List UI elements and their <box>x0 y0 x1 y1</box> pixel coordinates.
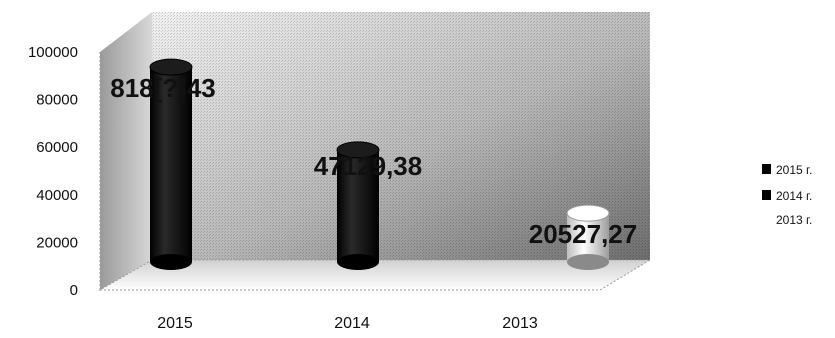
x-tick-label: 2015 <box>157 315 193 332</box>
bar-2013 <box>566 204 610 270</box>
bar-top <box>566 204 610 222</box>
bar-bottom <box>150 254 192 270</box>
x-tick-label: 2013 <box>502 315 538 332</box>
y-tick-label: 40000 <box>36 187 78 204</box>
y-tick-label: 60000 <box>36 139 78 156</box>
bar-top <box>149 58 193 76</box>
legend-item-2015: 2015 г. <box>762 163 812 177</box>
legend-label: 2015 г. <box>776 163 812 177</box>
legend-item-2014: 2014 г. <box>762 189 812 203</box>
data-label: 20527,27 <box>529 219 637 249</box>
legend-swatch <box>762 190 771 200</box>
legend-item-2013: 2013 г. <box>776 213 812 227</box>
x-tick-label: 2014 <box>334 315 370 332</box>
legend-label: 2014 г. <box>776 189 812 203</box>
bar-top <box>336 141 380 159</box>
bar-2015 <box>149 58 193 270</box>
legend: 2015 г. 2014 г. 2013 г. <box>762 163 812 227</box>
bar-body <box>150 67 192 263</box>
y-tick-label: 20000 <box>36 234 78 251</box>
side-wall <box>100 12 152 290</box>
legend-swatch <box>762 164 771 174</box>
y-tick-label: 80000 <box>36 92 78 109</box>
bar-2014 <box>336 141 380 270</box>
floor <box>98 259 652 291</box>
y-tick-label: 0 <box>70 282 78 299</box>
data-labels: 818[?]43 47129,38 20527,27 <box>110 73 637 249</box>
plot-background <box>98 12 652 291</box>
y-axis: 100000 80000 60000 40000 20000 0 <box>28 44 78 299</box>
data-label: 47129,38 <box>314 151 422 181</box>
bar-bottom <box>337 254 379 270</box>
x-axis: 2015 2014 2013 <box>157 315 538 332</box>
data-label: 818[?]43 <box>110 73 216 103</box>
bars <box>149 58 610 270</box>
y-tick-label: 100000 <box>28 44 78 61</box>
bar-body <box>337 149 379 262</box>
bar-bottom <box>567 254 609 270</box>
back-wall-texture <box>152 12 650 260</box>
legend-label: 2013 г. <box>776 213 812 227</box>
